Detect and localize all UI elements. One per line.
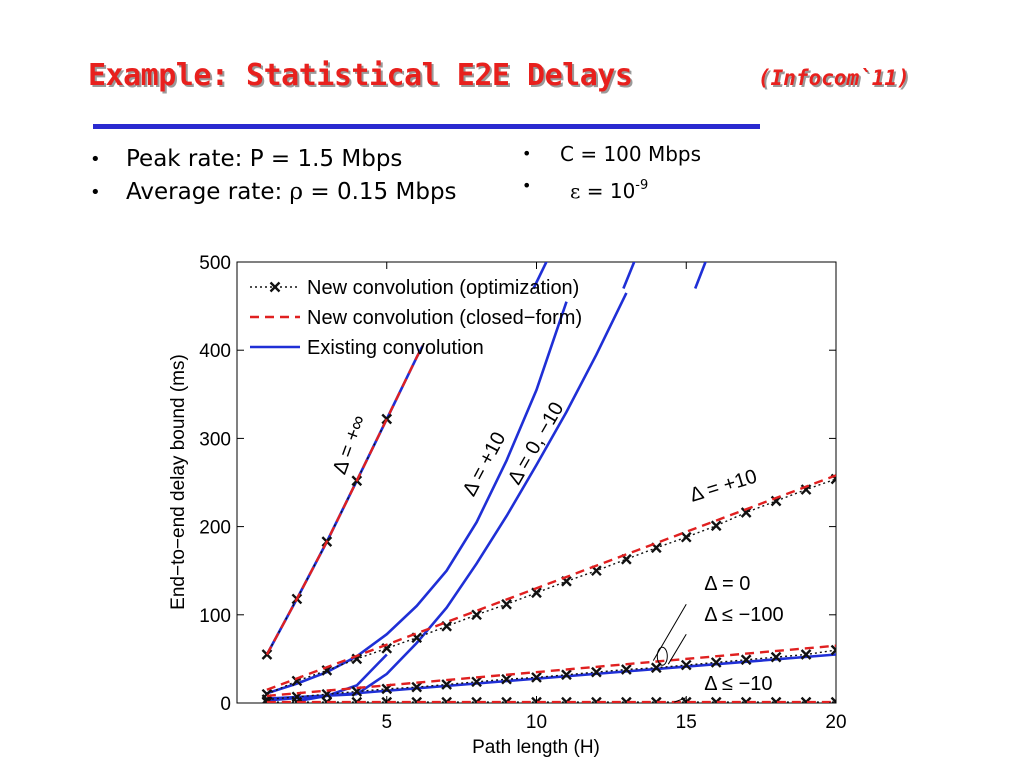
x-axis-label: Path length (H)	[472, 737, 600, 758]
epsilon-value: = 10	[580, 179, 636, 203]
series-optimization-0-100-point	[650, 662, 662, 674]
series-optimization-0-100-point	[471, 676, 482, 688]
series-optimization-10-point	[411, 696, 423, 703]
annotation-ellipse	[656, 646, 668, 666]
annotation-label: Δ = 0	[704, 573, 750, 595]
series-optimization-10-new-point	[680, 531, 692, 543]
series-optimization-10-point	[740, 696, 752, 703]
y-tick-label: 400	[199, 341, 231, 362]
slide-subtitle: (Infocom`11)	[758, 66, 910, 90]
annotation-leader	[674, 697, 687, 703]
peak-rate-value: P = 1.5 Mbps	[249, 146, 403, 172]
series-optimization-0-100-point	[561, 669, 572, 681]
series-optimization-10-new-point	[710, 520, 722, 532]
y-tick-label: 200	[199, 518, 231, 539]
series-optimization-0-100-point	[441, 679, 452, 690]
series-existing-0-10-off-scale-line	[693, 262, 707, 289]
series-existing-10-line	[266, 301, 568, 695]
series-optimization-10-new-point	[501, 598, 512, 610]
series-optimization-10-point	[621, 696, 632, 703]
y-tick-label: 500	[199, 253, 231, 274]
series-optimization-10-point	[591, 696, 602, 703]
epsilon-symbol: ε	[570, 179, 581, 203]
series-optimization-10-new-line	[266, 478, 836, 695]
x-tick-label: 15	[676, 712, 697, 733]
annotation-label: Δ ≤ −100	[704, 604, 783, 626]
bullet-epsilon: ε = 10-9	[522, 170, 701, 207]
series-optimization-10-point	[830, 696, 836, 703]
bullet-capacity: C = 100 Mbps	[522, 138, 701, 170]
series-optimization-10-new-point	[531, 587, 542, 599]
series-optimization-0-100-line	[266, 649, 836, 701]
series-existing-0-10-path-line	[296, 653, 388, 703]
annotation-leader	[652, 603, 687, 661]
average-rate-label: Average rate:	[126, 179, 290, 205]
series-optimization-10-point	[321, 696, 333, 703]
series-existing-off-scale-line	[532, 262, 548, 290]
series-existing-0-10-off-scale-line	[622, 262, 636, 289]
series-optimization-10-point	[561, 696, 572, 703]
annotation-label: Δ ≤ −10	[704, 673, 772, 695]
x-tick-label: 5	[381, 712, 392, 733]
bullet-peak-rate: Peak rate: P = 1.5 Mbps	[90, 143, 457, 176]
annotation-leader	[667, 633, 687, 665]
series-optimization-0-100-point	[770, 651, 782, 663]
series-closed-form-0-100-line	[266, 644, 836, 698]
series-optimization-10-new-point	[740, 507, 752, 518]
series-optimization-0-100-point	[531, 672, 542, 683]
plot-frame	[236, 261, 837, 704]
series-optimization-0-100-point	[621, 664, 632, 675]
series-optimization-0-100-point	[411, 681, 423, 693]
bullet-average-rate: Average rate: ρ = 0.15 Mbps	[90, 176, 457, 209]
series-optimization-10-point	[710, 696, 722, 703]
legend-label: Existing convolution	[307, 337, 484, 359]
peak-rate-label: Peak rate:	[126, 146, 250, 172]
x-tick-label: 10	[526, 712, 547, 733]
y-tick-label: 100	[199, 606, 231, 627]
series-optimization-0-100-point	[591, 666, 602, 678]
axis-layer: 0 100 200 300 400 500 5 10 15 20	[199, 253, 846, 733]
series-optimization-0-100-point	[800, 649, 812, 660]
series-existing-0-100-line	[266, 653, 836, 702]
average-rate-value: = 0.15 Mbps	[303, 179, 457, 205]
series-closed-form-10-new-line	[266, 474, 836, 691]
series-optimization-0-100-point	[740, 654, 752, 666]
parameter-list-right: C = 100 Mbps ε = 10-9	[522, 138, 701, 207]
series-optimization-10-point	[650, 696, 662, 703]
epsilon-exponent: -9	[635, 178, 649, 193]
series-optimization-0-100-point	[710, 657, 722, 668]
slide-title: Example: Statistical E2E Delays	[88, 58, 633, 93]
y-tick-label: 0	[220, 694, 231, 715]
series-closed-form--line	[265, 345, 424, 656]
x-tick-label: 20	[825, 712, 846, 733]
series-optimization-10-point	[770, 696, 782, 703]
series-optimization-10-point	[471, 696, 482, 703]
legend-label: New convolution (closed−form)	[307, 307, 582, 329]
series-optimization-10-point	[441, 696, 452, 703]
capacity-value: C = 100 Mbps	[560, 142, 702, 166]
series-optimization-0-100-point	[680, 659, 692, 671]
rho-symbol: ρ	[289, 179, 304, 205]
series-existing-0-10-line	[356, 292, 628, 696]
series-optimization-0-100-point	[830, 644, 836, 656]
series-optimization-10-point	[501, 696, 512, 703]
legend: New convolution (optimization) New convol…	[250, 277, 582, 359]
y-axis-label: End−to−end delay bound (ms)	[168, 354, 189, 610]
series-optimization-0-100-point	[501, 673, 512, 685]
series-optimization-10-point	[800, 696, 812, 703]
legend-label: New convolution (optimization)	[307, 277, 579, 299]
series-optimization-10-new-point	[471, 609, 482, 621]
series-optimization-10-point	[351, 696, 363, 703]
series-optimization--point	[381, 413, 393, 425]
legend-marker	[269, 281, 281, 293]
y-tick-label: 300	[199, 429, 231, 450]
title-underline	[93, 124, 760, 129]
parameter-list-left: Peak rate: P = 1.5 Mbps Average rate: ρ …	[90, 143, 457, 209]
